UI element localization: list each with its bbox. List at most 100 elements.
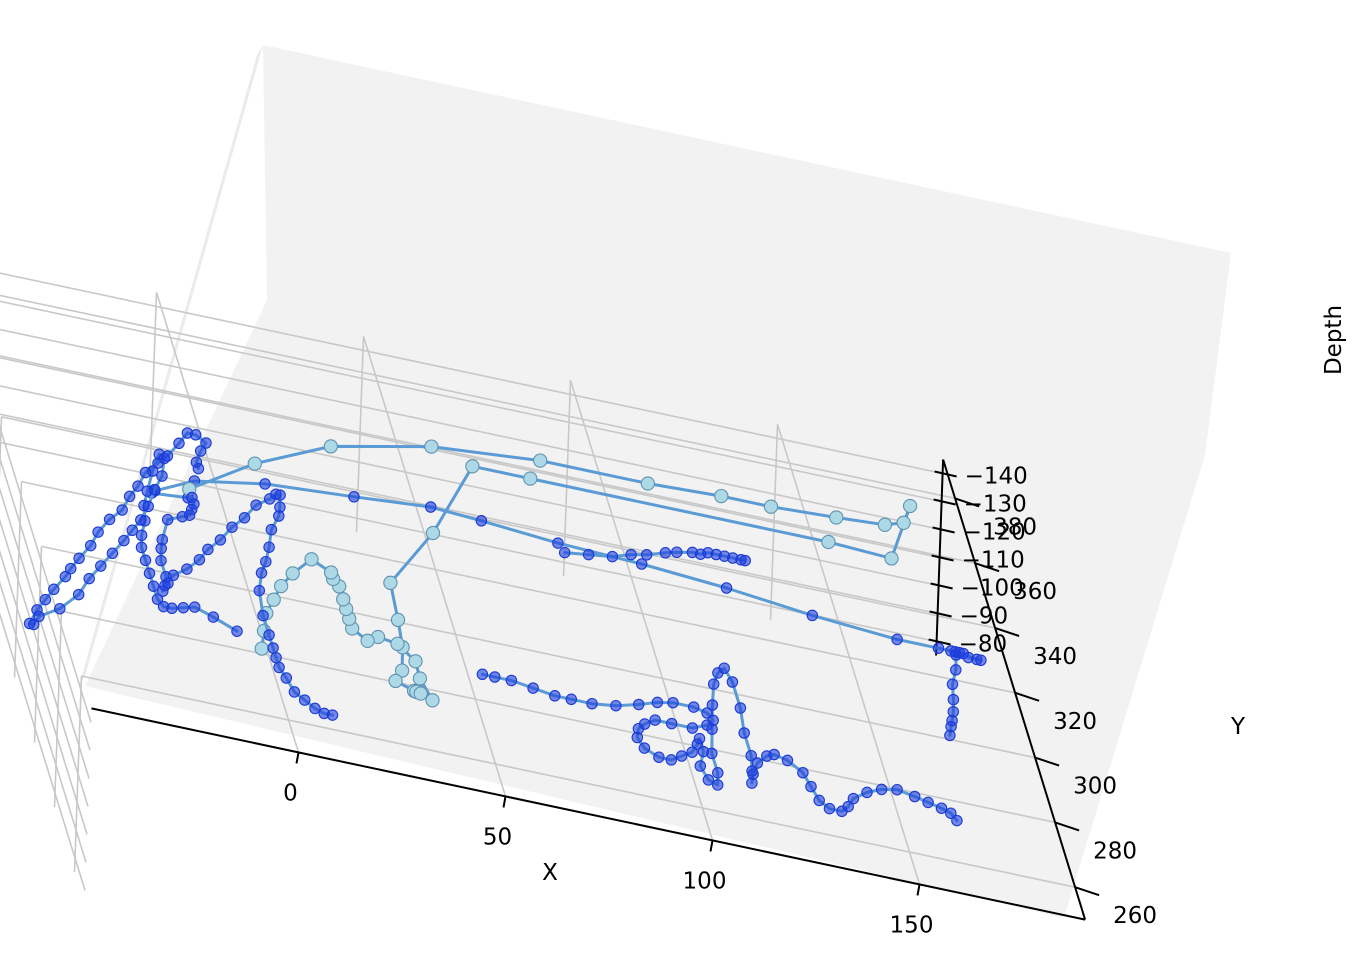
data-point: [285, 566, 300, 581]
data-point: [687, 701, 700, 713]
data-point: [631, 731, 644, 744]
y-tick: [974, 562, 1000, 573]
data-point: [813, 794, 825, 807]
x-tick-label: 100: [683, 868, 727, 894]
data-point: [177, 601, 190, 614]
data-point: [39, 593, 52, 606]
data-point: [161, 513, 174, 526]
data-point: [805, 780, 817, 793]
y-tick-label: 360: [1013, 579, 1057, 605]
data-point: [558, 546, 571, 559]
data-point: [671, 546, 683, 558]
data-point: [932, 642, 945, 654]
z-tick-label: −130: [964, 492, 1027, 518]
data-point: [288, 686, 301, 698]
back-pane: [263, 45, 1231, 455]
data-point: [259, 478, 271, 490]
data-point: [270, 651, 282, 664]
grid-line-z-back: [0, 385, 939, 587]
data-point: [424, 501, 437, 513]
data-point: [922, 796, 934, 809]
data-point: [412, 671, 428, 686]
z-axis-label: Depth: [1321, 305, 1347, 375]
z-tick: [932, 526, 955, 534]
x-tick: [295, 752, 300, 764]
data-point: [176, 510, 189, 523]
data-point: [231, 625, 243, 637]
data-point: [265, 523, 278, 536]
data-point: [686, 746, 698, 758]
data-point: [31, 604, 43, 616]
data-point: [635, 558, 648, 570]
data-point: [142, 500, 154, 513]
data-point: [706, 747, 718, 760]
grid-line-x: [569, 380, 714, 841]
series-4: [476, 662, 963, 827]
axis-labels: X Y Depth 0 50 100 150 260 280 300 320 340 360 380…: [283, 305, 1347, 938]
data-point: [92, 526, 104, 538]
data-point: [718, 662, 730, 674]
data-point: [738, 727, 750, 739]
data-point: [139, 554, 152, 567]
data-point: [946, 678, 959, 691]
data-point: [734, 702, 747, 714]
data-point: [693, 732, 706, 745]
data-point: [118, 534, 130, 547]
data-point: [155, 542, 167, 555]
y-tick-label: 280: [1093, 838, 1137, 864]
y-tick: [1054, 821, 1080, 832]
data-point: [745, 749, 757, 762]
data-point: [298, 694, 311, 706]
data-point: [935, 802, 948, 814]
grid-line-y: [41, 545, 1036, 759]
grid-line-z-left: [0, 424, 92, 723]
data-point: [202, 543, 214, 556]
data-point: [606, 550, 619, 563]
z-tick: [934, 470, 957, 478]
data-point: [533, 453, 548, 468]
y-tick: [1034, 756, 1060, 767]
series-2: [23, 427, 243, 637]
data-point: [280, 672, 293, 684]
y-tick-label: 340: [1033, 644, 1077, 670]
data-point: [309, 702, 321, 715]
x-tick: [709, 840, 714, 852]
data-point: [877, 517, 893, 532]
z-tick: [931, 554, 954, 562]
axis-panes: [79, 45, 1231, 918]
data-point: [214, 534, 227, 546]
floor-pane: [85, 300, 1205, 918]
data-point: [739, 554, 751, 567]
data-point: [505, 674, 518, 687]
data-point: [896, 515, 911, 530]
data-point: [260, 555, 272, 568]
data-point: [274, 489, 286, 501]
data-point: [707, 678, 720, 690]
grid-line-x: [776, 424, 921, 885]
x-tick: [916, 884, 921, 896]
data-point: [694, 760, 707, 772]
data-point: [155, 554, 167, 567]
data-point: [527, 682, 539, 694]
data-point: [162, 577, 174, 590]
z-tick-label: −90: [960, 604, 1009, 630]
data-point: [266, 592, 281, 607]
data-point: [147, 580, 160, 592]
data-point: [649, 714, 661, 726]
tick-marks: [295, 470, 1100, 897]
data-point: [975, 654, 987, 667]
grid-line-y: [0, 294, 956, 500]
data-point: [59, 570, 72, 583]
data-point: [706, 723, 718, 735]
data-point: [390, 612, 406, 628]
grid-line-z-left: [0, 456, 91, 751]
grid-line-z-left: [0, 612, 86, 891]
data-point: [84, 539, 97, 552]
data-point: [549, 690, 561, 702]
data-point: [945, 807, 957, 819]
data-point: [152, 457, 164, 469]
data-point: [323, 565, 339, 580]
data-point: [552, 537, 564, 549]
data-point: [135, 541, 148, 554]
data-point: [951, 814, 963, 827]
